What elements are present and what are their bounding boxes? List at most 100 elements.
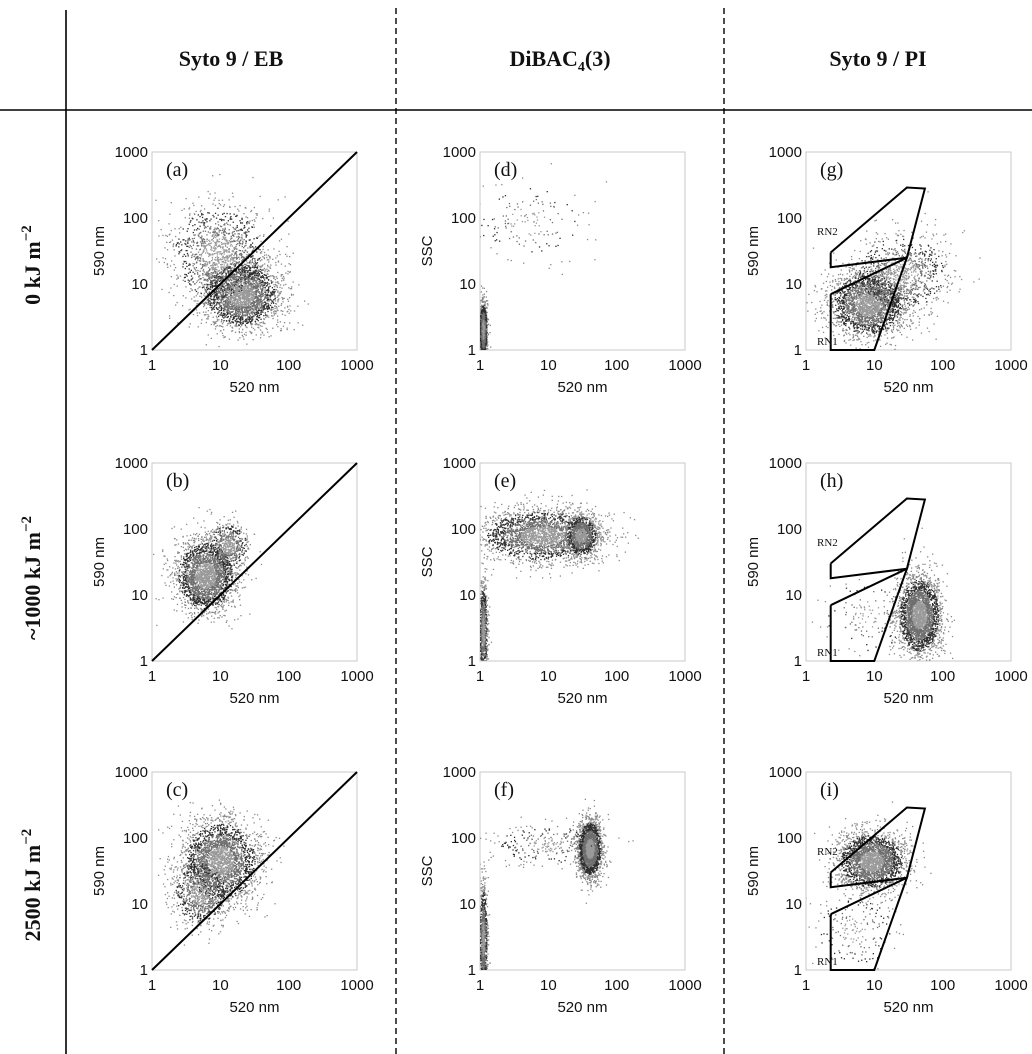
data-point bbox=[256, 251, 258, 253]
data-point bbox=[233, 301, 236, 303]
data-point bbox=[274, 307, 276, 310]
data-point bbox=[248, 287, 251, 290]
data-point bbox=[238, 280, 240, 282]
data-point bbox=[226, 250, 228, 252]
data-point bbox=[225, 316, 227, 318]
data-point bbox=[228, 267, 230, 269]
data-point bbox=[225, 300, 227, 303]
data-point bbox=[234, 263, 236, 265]
data-point bbox=[241, 272, 243, 274]
data-point bbox=[273, 312, 275, 315]
data-point bbox=[243, 586, 245, 589]
data-point bbox=[212, 595, 214, 597]
data-point bbox=[288, 233, 290, 235]
data-point bbox=[239, 316, 241, 318]
data-point bbox=[297, 305, 299, 307]
data-point bbox=[251, 311, 253, 313]
data-point bbox=[193, 569, 196, 571]
data-point bbox=[177, 277, 179, 279]
data-point bbox=[197, 257, 199, 259]
data-point bbox=[197, 259, 199, 261]
data-point bbox=[203, 244, 205, 247]
data-point bbox=[236, 293, 238, 295]
data-point bbox=[260, 298, 262, 300]
data-point bbox=[179, 560, 181, 562]
data-point bbox=[196, 241, 199, 243]
data-point bbox=[223, 308, 226, 310]
x-axis-label-a: 520 nm bbox=[229, 379, 279, 396]
data-point bbox=[212, 307, 214, 309]
data-point bbox=[182, 279, 184, 281]
data-point bbox=[203, 303, 206, 305]
data-point bbox=[232, 322, 234, 324]
data-point bbox=[253, 273, 255, 275]
data-point bbox=[243, 314, 245, 316]
data-point bbox=[210, 551, 213, 554]
data-point bbox=[188, 595, 190, 598]
data-point bbox=[262, 306, 264, 308]
data-point bbox=[218, 279, 220, 281]
data-point bbox=[240, 287, 242, 289]
data-point bbox=[230, 294, 232, 296]
data-point bbox=[266, 283, 269, 285]
data-point bbox=[196, 573, 198, 575]
data-point bbox=[197, 608, 199, 611]
data-point bbox=[249, 273, 251, 275]
data-point bbox=[208, 288, 210, 290]
data-point bbox=[218, 262, 220, 264]
data-point bbox=[206, 221, 208, 223]
data-point bbox=[269, 257, 271, 259]
data-point bbox=[263, 279, 266, 281]
data-point bbox=[258, 258, 260, 261]
data-point bbox=[214, 248, 216, 250]
data-point bbox=[245, 285, 247, 288]
data-point bbox=[216, 560, 218, 562]
data-point bbox=[230, 296, 232, 298]
data-point bbox=[225, 292, 227, 294]
data-point bbox=[266, 268, 268, 270]
data-point bbox=[268, 261, 270, 263]
data-point bbox=[212, 282, 214, 285]
data-point bbox=[210, 577, 212, 579]
data-point bbox=[255, 286, 257, 289]
data-point bbox=[233, 239, 235, 242]
data-point bbox=[213, 253, 216, 255]
data-point bbox=[232, 330, 234, 332]
data-point bbox=[194, 595, 196, 597]
data-point bbox=[209, 228, 212, 230]
data-point bbox=[186, 265, 188, 268]
data-point bbox=[252, 277, 254, 279]
data-point bbox=[252, 281, 254, 283]
data-point bbox=[247, 295, 249, 297]
data-point bbox=[258, 299, 260, 301]
data-point bbox=[262, 295, 264, 297]
data-point bbox=[221, 314, 223, 316]
data-point bbox=[226, 241, 228, 243]
data-point bbox=[264, 287, 266, 289]
data-point bbox=[289, 271, 291, 273]
data-point bbox=[226, 254, 228, 257]
data-point bbox=[210, 337, 212, 339]
data-point bbox=[241, 296, 244, 298]
data-point bbox=[219, 173, 221, 176]
data-point bbox=[187, 557, 189, 560]
data-point bbox=[212, 576, 214, 578]
data-point bbox=[248, 290, 250, 292]
data-point bbox=[282, 310, 284, 312]
data-point bbox=[252, 287, 255, 289]
data-point bbox=[267, 288, 269, 290]
data-point bbox=[228, 296, 230, 298]
data-point bbox=[195, 295, 197, 297]
data-point bbox=[238, 244, 241, 247]
data-point bbox=[208, 212, 210, 214]
data-point bbox=[245, 319, 247, 321]
data-point bbox=[184, 586, 186, 589]
data-point bbox=[202, 258, 204, 260]
data-point bbox=[214, 258, 216, 261]
data-point bbox=[257, 264, 259, 266]
data-point bbox=[245, 322, 248, 324]
data-point bbox=[204, 241, 206, 243]
data-point bbox=[189, 239, 191, 241]
data-point bbox=[221, 252, 223, 255]
data-point bbox=[252, 317, 254, 319]
